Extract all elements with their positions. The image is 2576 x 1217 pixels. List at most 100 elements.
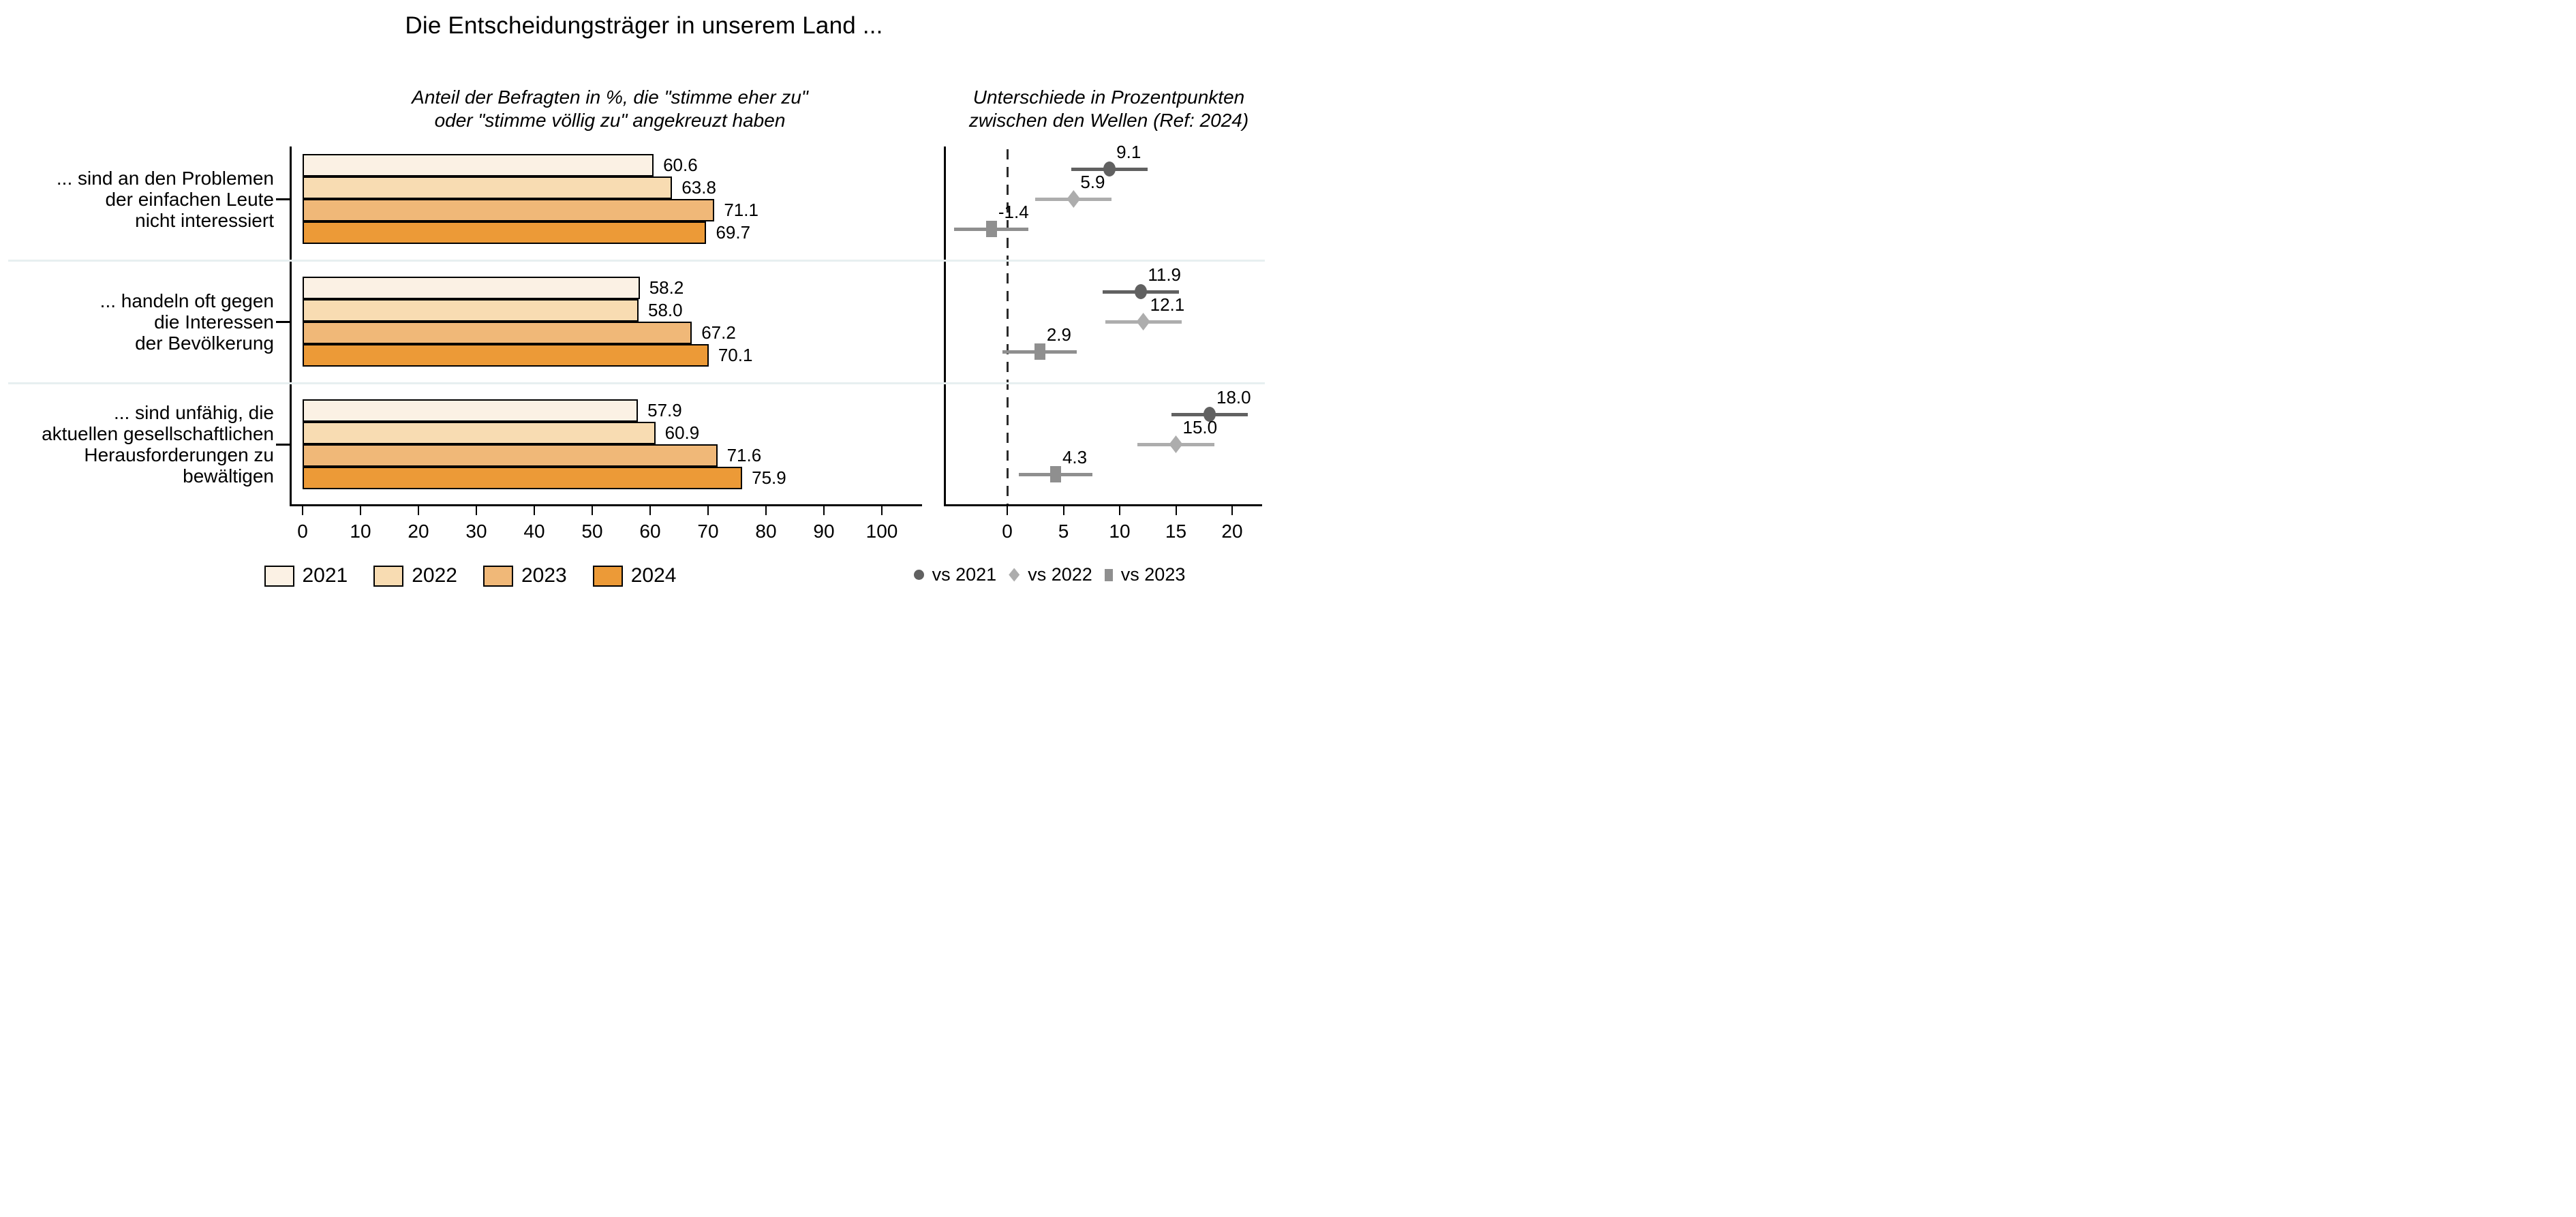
dot-value-label: 5.9 xyxy=(1080,172,1105,192)
dot-value-label: 9.1 xyxy=(1116,142,1141,162)
y-axis-line xyxy=(290,147,292,506)
left-panel-subtitle-line2: oder "stimme völlig zu" angekreuzt haben xyxy=(434,110,786,131)
x-axis-tick-label: 100 xyxy=(865,521,898,542)
x-axis-tick-label: 10 xyxy=(1109,521,1131,542)
bar-2022-group3 xyxy=(303,422,656,444)
legend-swatch-2021 xyxy=(264,565,294,587)
x-axis-tick xyxy=(1062,506,1064,515)
bar-2022-group2 xyxy=(303,299,639,322)
legend-item-2021: 2021 xyxy=(264,564,348,587)
legend-item-vs2021: vs 2021 xyxy=(913,564,997,585)
bar-2023-group1 xyxy=(303,199,715,221)
x-axis-line xyxy=(944,504,1262,506)
category-label-line: ... sind unfähig, die xyxy=(113,402,274,423)
bar-2021-group2 xyxy=(303,277,640,299)
legend-swatch-2023 xyxy=(483,565,513,587)
bar-value-label: 58.0 xyxy=(648,300,683,320)
marker-square xyxy=(1049,466,1061,482)
legend-label-vs2021: vs 2021 xyxy=(932,564,997,585)
right-panel-subtitle: Unterschiede in Prozentpunkten zwischen … xyxy=(938,86,1279,132)
category-label-line: der einfachen Leute xyxy=(105,188,274,210)
square-marker-icon xyxy=(1104,568,1113,581)
dot-value-label: 11.9 xyxy=(1148,264,1182,285)
marker-diamond xyxy=(1067,190,1081,208)
bar-2024-group2 xyxy=(303,344,709,367)
x-axis-tick-label: 90 xyxy=(813,521,835,542)
marker-circle xyxy=(1103,161,1116,176)
marker-diamond xyxy=(1169,435,1183,453)
x-axis-tick xyxy=(1119,506,1120,515)
bar-value-label: 75.9 xyxy=(752,467,786,488)
circle-marker-icon xyxy=(913,570,924,580)
bar-value-label: 69.7 xyxy=(716,222,751,243)
figure-canvas: Die Entscheidungsträger in unserem Land … xyxy=(0,0,1288,608)
bar-value-label: 58.2 xyxy=(649,277,684,298)
marker-diamond xyxy=(1136,313,1150,330)
legend-label-vs2023: vs 2023 xyxy=(1120,564,1186,585)
group-separator-line xyxy=(8,382,1265,384)
zero-reference-line xyxy=(1007,149,1009,504)
x-axis-tick xyxy=(765,506,767,515)
chart-title: Die Entscheidungsträger in unserem Land … xyxy=(405,12,883,39)
x-axis-tick-label: 40 xyxy=(523,521,545,542)
x-axis-tick-label: 15 xyxy=(1165,521,1187,542)
x-axis-tick xyxy=(592,506,593,515)
bar-value-label: 67.2 xyxy=(701,322,736,343)
legend-item-2024: 2024 xyxy=(592,564,677,587)
legend-label-2022: 2022 xyxy=(412,564,457,587)
x-axis-tick-label: 80 xyxy=(755,521,777,542)
x-axis-tick xyxy=(360,506,361,515)
x-axis-tick xyxy=(707,506,709,515)
legend-label-2023: 2023 xyxy=(521,564,567,587)
bar-2024-group3 xyxy=(303,467,743,489)
category-tick xyxy=(276,321,290,323)
right-panel-subtitle-line1: Unterschiede in Prozentpunkten xyxy=(972,87,1245,108)
x-axis-line xyxy=(290,504,922,506)
bar-value-label: 71.1 xyxy=(724,200,758,220)
category-label-line: Herausforderungen zu xyxy=(84,444,274,465)
category-tick xyxy=(276,444,290,446)
x-axis-tick-label: 30 xyxy=(465,521,487,542)
marker-square xyxy=(985,221,997,237)
category-label-line: ... sind an den Problemen xyxy=(56,167,274,189)
category-label: ... sind unfähig, die aktuellen gesellsch… xyxy=(0,402,274,487)
x-axis-tick-label: 0 xyxy=(1002,521,1013,542)
dot-value-label: 4.3 xyxy=(1062,447,1088,467)
bar-value-label: 57.9 xyxy=(647,400,682,420)
dot-value-label: -1.4 xyxy=(998,202,1029,222)
marker-circle xyxy=(1203,407,1216,422)
bar-legend: 2021 2022 2023 2024 xyxy=(204,564,736,587)
left-panel-subtitle: Anteil der Befragten in %, die "stimme e… xyxy=(293,86,927,132)
x-axis-tick xyxy=(418,506,419,515)
bar-2024-group1 xyxy=(303,221,707,244)
x-axis-tick xyxy=(534,506,535,515)
dot-value-label: 18.0 xyxy=(1216,387,1251,407)
bar-value-label: 60.6 xyxy=(663,155,698,175)
x-axis-tick xyxy=(881,506,883,515)
category-label-line: der Bevölkerung xyxy=(135,332,274,354)
dot-value-label: 12.1 xyxy=(1150,294,1185,315)
x-axis-tick-label: 5 xyxy=(1058,521,1069,542)
category-label-line: aktuellen gesellschaftlichen xyxy=(42,423,274,444)
diamond-marker-icon xyxy=(1009,568,1020,582)
category-label-line: nicht interessiert xyxy=(135,209,274,231)
legend-item-2022: 2022 xyxy=(373,564,457,587)
legend-swatch-2022 xyxy=(373,565,404,587)
category-label-line: die Interessen xyxy=(154,311,274,333)
dot-value-label: 2.9 xyxy=(1046,324,1071,345)
legend-label-vs2022: vs 2022 xyxy=(1028,564,1092,585)
right-panel-subtitle-line2: zwischen den Wellen (Ref: 2024) xyxy=(968,110,1249,131)
x-axis-tick-label: 20 xyxy=(408,521,429,542)
category-label-line: ... handeln oft gegen xyxy=(99,290,274,311)
x-axis-tick-label: 0 xyxy=(297,521,308,542)
x-axis-tick-label: 20 xyxy=(1221,521,1243,542)
bar-2023-group2 xyxy=(303,322,692,344)
left-panel-subtitle-line1: Anteil der Befragten in %, die "stimme e… xyxy=(412,87,808,108)
x-axis-tick xyxy=(1175,506,1177,515)
legend-label-2024: 2024 xyxy=(630,564,677,587)
bar-2023-group3 xyxy=(303,444,718,467)
legend-item-2023: 2023 xyxy=(483,564,567,587)
x-axis-tick-label: 10 xyxy=(350,521,371,542)
category-label-line: bewältigen xyxy=(183,465,274,487)
bar-2021-group1 xyxy=(303,154,654,176)
